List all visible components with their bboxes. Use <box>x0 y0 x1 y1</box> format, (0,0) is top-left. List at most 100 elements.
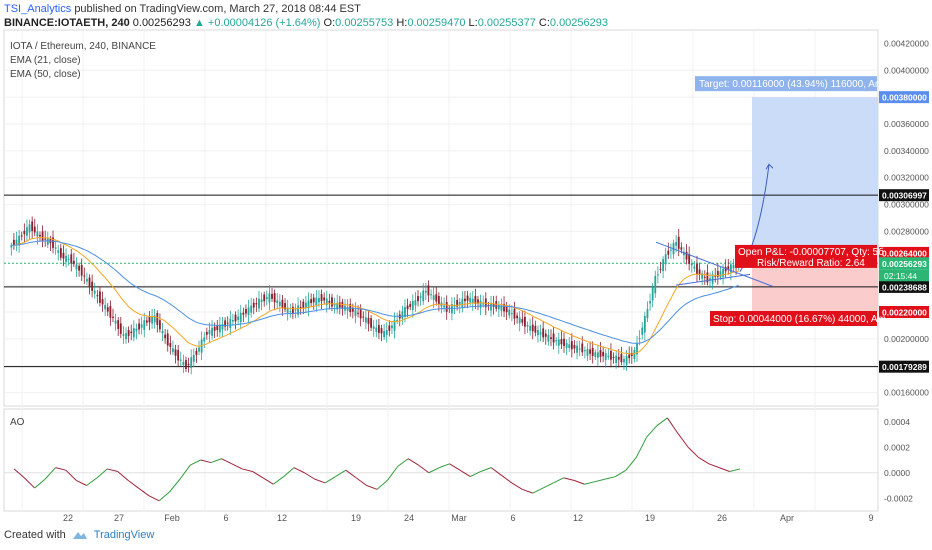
candle-body <box>70 254 73 264</box>
ao-segment <box>283 467 295 477</box>
candle-body <box>526 324 529 327</box>
ao-segment <box>148 495 160 502</box>
candle-body <box>696 263 698 274</box>
candle-body <box>388 325 391 331</box>
candle-body <box>503 303 505 312</box>
time-tick-label: Apr <box>780 513 794 523</box>
candle-body <box>675 242 678 246</box>
candle-body <box>393 320 396 331</box>
candle-body <box>96 295 99 297</box>
candle-body <box>490 302 492 311</box>
level-tag-label: 0.00238688 <box>882 282 927 292</box>
candle-body <box>539 332 542 335</box>
candle-body <box>453 305 456 307</box>
ao-segment <box>293 467 305 474</box>
candle-body <box>422 290 425 302</box>
candle-body <box>576 345 578 353</box>
candle-body <box>138 323 140 330</box>
candle-body <box>213 326 216 331</box>
candle-body <box>156 312 159 325</box>
ao-segment <box>44 467 56 480</box>
candle-body <box>177 350 180 361</box>
ao-segment <box>698 457 710 465</box>
candle-body <box>242 312 245 315</box>
price-tick-label: 0.00200000 <box>884 334 929 344</box>
ao-segment <box>594 478 606 483</box>
up-arrow-icon: ▲ <box>193 17 205 29</box>
candle-body <box>28 224 31 233</box>
candle-body <box>239 312 242 323</box>
time-tick-label: 6 <box>223 513 228 523</box>
candle-body <box>456 299 459 307</box>
candle-body <box>109 306 112 318</box>
candle-body <box>323 297 326 301</box>
position-zones <box>752 97 878 312</box>
candle-body <box>523 316 526 327</box>
ao-segment <box>418 464 430 474</box>
ao-segment <box>231 463 243 470</box>
candle-body <box>604 353 607 360</box>
ao-segment <box>200 459 212 464</box>
candle-body <box>401 311 404 319</box>
ao-segment <box>615 469 627 478</box>
price-change: +0.00004126 (+1.64%) <box>207 17 321 29</box>
candle-body <box>690 263 693 266</box>
ao-tick-label: -0.0002 <box>884 493 913 503</box>
ao-tick-label: 0.0002 <box>884 442 910 452</box>
candle-body <box>482 303 485 305</box>
candle-body <box>229 318 232 329</box>
low-value: 0.00255377 <box>477 17 536 29</box>
candle-body <box>260 299 263 303</box>
candle-body <box>380 328 383 334</box>
time-tick-label: 12 <box>573 513 583 523</box>
candle-body <box>182 361 185 366</box>
triangle-upper-line <box>655 241 774 287</box>
price-tick-label: 0.00300000 <box>884 200 929 210</box>
high-value: 0.00259470 <box>407 17 466 29</box>
candle-body <box>669 249 672 251</box>
level-tag <box>879 280 929 293</box>
legend-ao[interactable]: AO <box>10 417 25 428</box>
legend-title: IOTA / Ethereum, 240, BINANCE <box>10 41 156 52</box>
candle-body <box>237 316 240 321</box>
candle-body <box>359 308 362 319</box>
candle-body <box>221 324 224 330</box>
ao-segment <box>210 458 222 464</box>
candle-body <box>474 296 477 304</box>
tradingview-brand[interactable]: TradingView <box>93 529 155 541</box>
ao-segment <box>304 472 316 480</box>
candle-body <box>112 316 114 318</box>
ao-segment <box>532 487 544 494</box>
candle-body <box>542 328 545 338</box>
legend-ema21[interactable]: EMA (21, close) <box>10 55 81 66</box>
price-tag <box>879 246 929 259</box>
candle-body <box>106 307 109 312</box>
candle-body <box>101 299 104 305</box>
legend-ema50[interactable]: EMA (50, close) <box>10 69 81 80</box>
candle-body <box>54 247 57 249</box>
tradingview-logo-icon <box>72 532 87 539</box>
candle-body <box>67 258 70 260</box>
ao-segment <box>407 458 419 466</box>
time-axis[interactable]: 22 27 Feb 6 12 19 24 Mar 6 12 19 26 Apr 9 <box>63 513 874 523</box>
candle-body <box>224 320 227 327</box>
ao-segment <box>366 485 378 490</box>
price-tick-label: 0.00400000 <box>884 65 929 75</box>
candle-body <box>158 320 161 330</box>
candle-body <box>114 320 117 324</box>
candle-body <box>205 331 208 335</box>
candle-body <box>500 305 503 311</box>
candle-body <box>62 252 65 259</box>
price-axis[interactable]: 0.00420000 0.00400000 0.00360000 0.00340000… <box>879 38 929 398</box>
candle-body <box>281 299 284 309</box>
candle-body <box>667 250 670 255</box>
created-with: Created with <box>4 529 66 541</box>
candle-body <box>52 237 54 248</box>
candle-body <box>265 296 268 300</box>
author-link[interactable]: TSI_Analytics <box>4 3 72 15</box>
candles <box>10 216 740 375</box>
candle-body <box>169 343 172 347</box>
horizontal-levels[interactable] <box>4 194 878 368</box>
candle-body <box>586 349 589 356</box>
